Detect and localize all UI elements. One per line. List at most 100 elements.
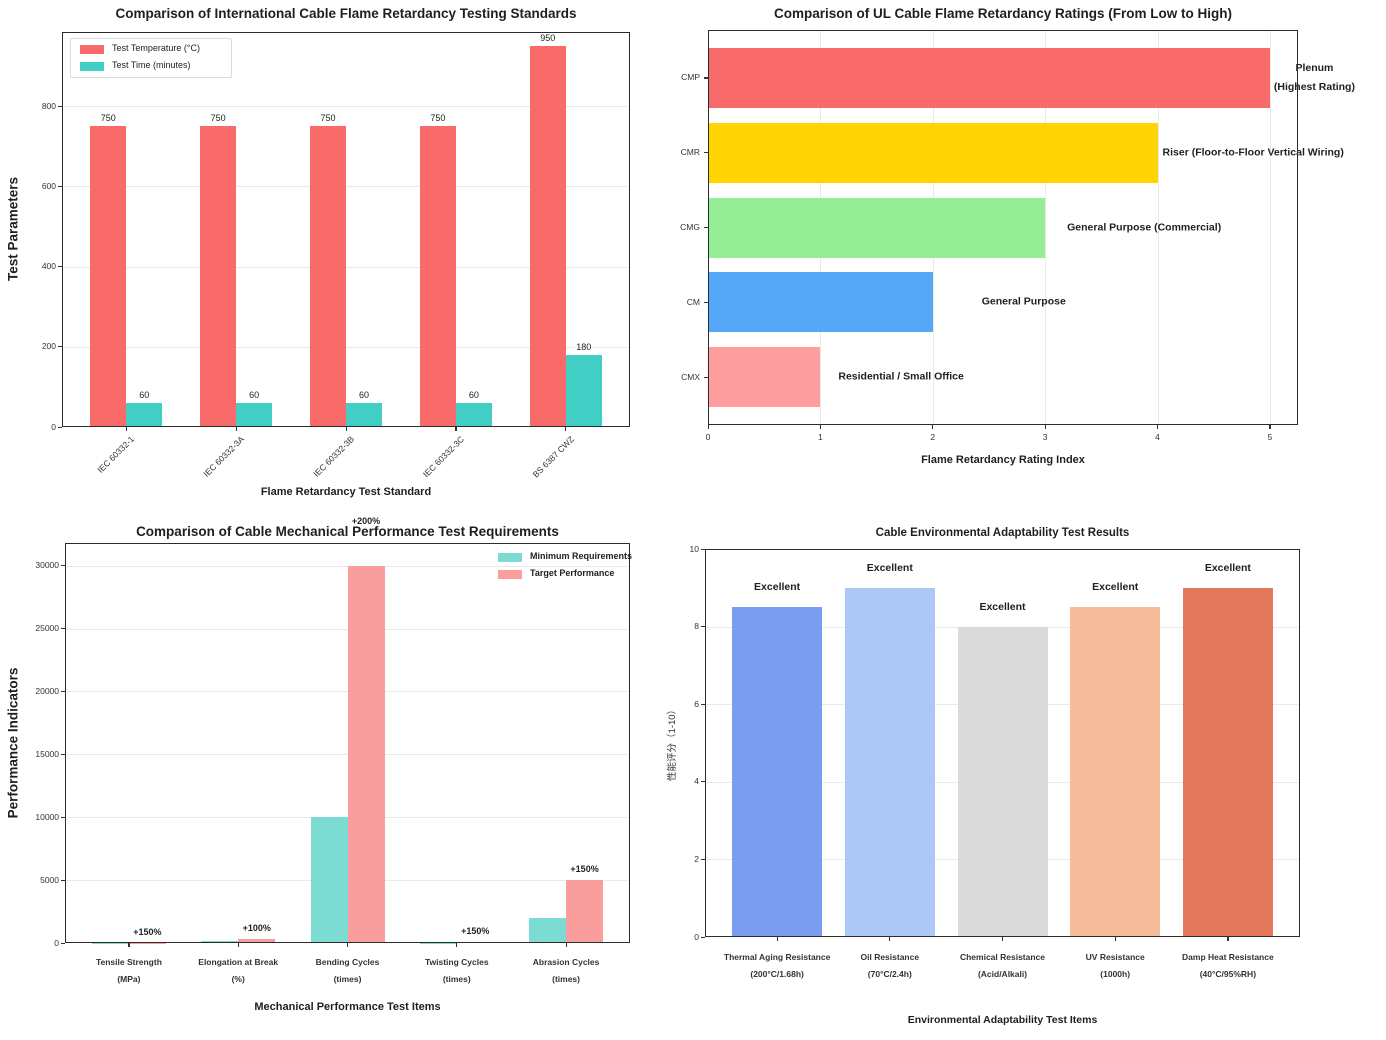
bar-value-label: 60 [468, 389, 479, 400]
legend-swatch [80, 45, 104, 54]
x-tick-mark [345, 427, 347, 431]
x-tick-label: 5 [1267, 432, 1273, 442]
legend-label: Target Performance [530, 568, 615, 578]
x-axis-title: Flame Retardancy Rating Index [921, 454, 1085, 466]
gridline-x [1045, 31, 1047, 424]
x-tick-mark [347, 943, 349, 947]
bar-value-label: 60 [358, 389, 369, 400]
bar-annotation: Residential / Small Office [838, 370, 964, 383]
bar-temperature-2 [310, 126, 346, 427]
y-tick-mark [701, 936, 705, 938]
legend-label: Test Time (minutes) [112, 60, 191, 70]
bar-score-3 [1070, 607, 1161, 937]
bar-time-2 [346, 402, 382, 427]
x-tick-mark [237, 943, 239, 947]
y-tick-label: CMG [680, 222, 700, 232]
y-tick-label: 8 [694, 621, 699, 632]
x-tick-mark [1157, 425, 1159, 429]
gridline-y [63, 346, 629, 348]
bar-value-label: 750 [210, 113, 226, 124]
y-tick-mark [58, 346, 62, 348]
x-tick-mark [1269, 425, 1271, 429]
bar-annotation: +150% [461, 926, 490, 937]
chart-title: Comparison of Cable Mechanical Performan… [136, 524, 559, 539]
x-tick-mark [456, 943, 458, 947]
bar-label: Excellent [1204, 561, 1251, 574]
x-tick-label: Twisting Cycles (times) [424, 957, 489, 984]
y-tick-label: 0 [51, 421, 56, 432]
bar-label: Excellent [979, 600, 1026, 613]
y-tick-label: CMR [680, 147, 700, 158]
bar-label: Excellent [866, 561, 913, 574]
bar-target-1 [238, 939, 276, 943]
bar-minimum-4 [529, 917, 567, 943]
y-tick-mark [61, 628, 65, 630]
x-tick-label: Bending Cycles (times) [315, 957, 380, 984]
y-tick-label: 6 [694, 698, 699, 709]
bar-rating-cm [708, 272, 933, 333]
y-tick-label: 4 [694, 776, 699, 787]
bar-annotation: Riser (Floor-to-Floor Vertical Wiring) [1162, 146, 1344, 159]
bar-annotation: +100% [242, 923, 271, 934]
bar-value-label: 180 [576, 341, 592, 352]
x-tick-label: Abrasion Cycles (times) [532, 957, 600, 984]
x-tick-mark [455, 427, 457, 431]
x-tick-label: 2 [930, 432, 936, 442]
x-tick-label: Chemical Resistance (Acid/Alkali) [959, 952, 1046, 979]
bar-time-0 [126, 402, 163, 427]
bar-time-4 [565, 354, 602, 427]
x-axis-title: Environmental Adaptability Test Items [907, 1014, 1098, 1026]
x-tick-mark [235, 427, 237, 431]
y-tick-label: 25000 [35, 623, 59, 634]
bar-value-label: 60 [249, 389, 260, 400]
bar-rating-cmr [708, 122, 1158, 183]
y-tick-label: 0 [694, 931, 699, 942]
y-tick-mark [701, 703, 705, 705]
y-tick-label: CMP [681, 72, 700, 83]
y-axis-title: 性能评分（1-10） [667, 704, 678, 782]
bar-time-3 [455, 402, 492, 427]
y-tick-mark [61, 942, 65, 944]
y-tick-mark [61, 816, 65, 818]
chart-title: Comparison of UL Cable Flame Retardancy … [773, 6, 1233, 21]
y-tick-label: 30000 [35, 560, 59, 571]
legend-swatch [80, 62, 104, 71]
y-tick-mark [61, 753, 65, 755]
x-tick-mark [565, 427, 567, 431]
bar-value-label: 950 [540, 33, 556, 44]
x-tick-mark [565, 943, 567, 947]
x-tick-mark [1114, 937, 1116, 941]
bar-rating-cmg [708, 197, 1046, 258]
bar-rating-cmp [708, 47, 1270, 108]
bar-time-1 [236, 402, 273, 427]
y-tick-mark [704, 152, 708, 154]
x-tick-mark [889, 937, 891, 941]
x-tick-label: Thermal Aging Resistance (200°C/1.68h) [723, 952, 831, 979]
bar-score-2 [957, 626, 1048, 937]
chart-title: Comparison of International Cable Flame … [115, 6, 577, 21]
y-tick-label: CMX [681, 371, 700, 382]
x-tick-mark [1044, 425, 1046, 429]
bar-annotation: +200% [351, 516, 381, 526]
y-tick-label: 2 [694, 853, 699, 864]
x-tick-mark [1002, 937, 1004, 941]
bar-value-label: 750 [430, 113, 446, 124]
x-tick-mark [707, 425, 709, 429]
bar-value-label: 60 [139, 389, 150, 400]
bar-label: Excellent [1092, 581, 1139, 594]
x-tick-mark [932, 425, 934, 429]
bar-rating-cmx [708, 347, 821, 408]
bar-annotation: +150% [570, 864, 599, 875]
bar-annotation: Plenum (Highest Rating) [1273, 61, 1355, 93]
chart-title: Cable Environmental Adaptability Test Re… [875, 527, 1130, 539]
x-tick-label: Elongation at Break (%) [198, 957, 279, 984]
y-tick-label: 400 [41, 261, 56, 272]
x-tick-label: Tensile Strength (MPa) [95, 957, 162, 984]
bar-annotation: General Purpose (Commercial) [1067, 221, 1222, 233]
legend-box [70, 38, 232, 78]
y-tick-label: CM [686, 296, 700, 307]
gridline-y [63, 106, 629, 108]
x-tick-label: UV Resistance (1000h) [1085, 952, 1145, 979]
